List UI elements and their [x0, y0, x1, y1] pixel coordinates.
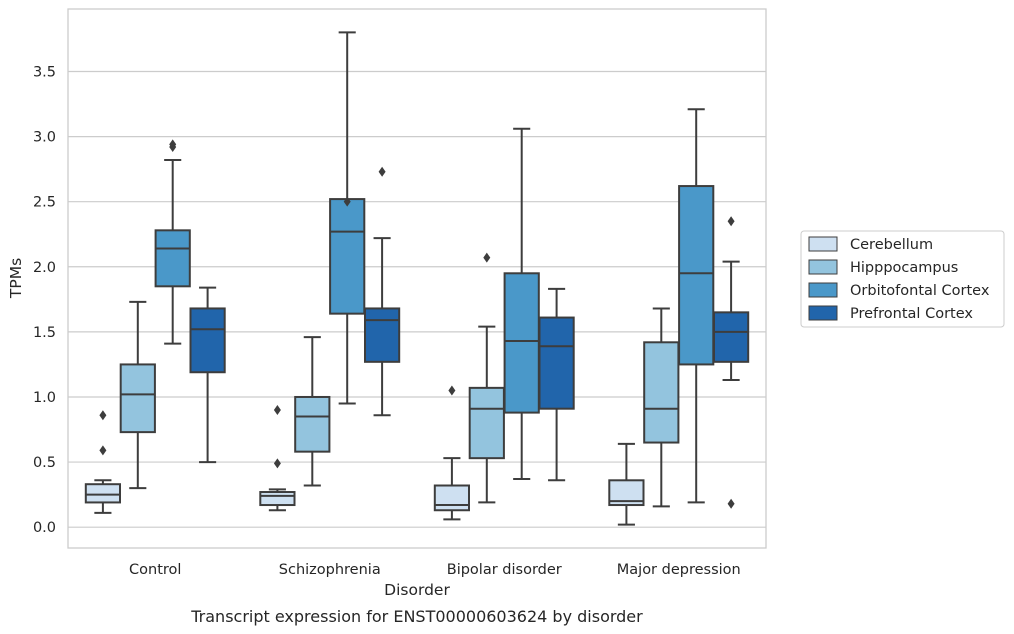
- legend-item: Orbitofontal Cortex: [808, 282, 990, 299]
- legend-label: Prefrontal Cortex: [850, 306, 973, 322]
- y-tick-label: 1.5: [33, 325, 56, 341]
- legend: Cerebellum Hipppocampus Orbitofontal Corte…: [800, 230, 1005, 328]
- box-iqr: [84, 483, 122, 504]
- outlier-point: [727, 498, 735, 509]
- box: [294, 336, 331, 487]
- box: [608, 442, 645, 526]
- legend-item: Cerebellum: [808, 236, 933, 253]
- box-iqr: [678, 185, 715, 366]
- box-iqr: [433, 484, 471, 512]
- box-iqr: [712, 311, 750, 363]
- box-iqr: [294, 395, 331, 453]
- outlier-point: [378, 166, 386, 177]
- y-axis-label: TPMs: [7, 258, 25, 299]
- box-iqr: [189, 307, 226, 374]
- box: [119, 300, 156, 490]
- x-tick-labels: Control Schizophrenia Bipolar disorder Majo…: [129, 562, 741, 578]
- box: [433, 385, 471, 521]
- box: [503, 127, 540, 480]
- y-tick-label: 3.0: [33, 130, 56, 146]
- legend-label: Cerebellum: [850, 237, 933, 253]
- category-group: [259, 31, 401, 512]
- legend-swatch: [808, 282, 838, 298]
- x-tick-label: Bipolar disorder: [447, 562, 562, 578]
- box-iqr: [538, 316, 575, 410]
- outlier-point: [169, 139, 177, 150]
- legend-swatch: [808, 305, 838, 321]
- chart-caption: Transcript expression for ENST0000060362…: [190, 607, 643, 626]
- legend-label: Orbitofontal Cortex: [850, 283, 990, 299]
- box-iqr: [503, 272, 540, 414]
- box: [329, 31, 366, 405]
- outlier-point: [99, 445, 107, 456]
- box: [259, 404, 296, 512]
- x-tick-label: Schizophrenia: [279, 562, 381, 578]
- outlier-point: [448, 385, 456, 396]
- legend-swatch: [808, 236, 838, 252]
- y-tick-label: 2.5: [33, 195, 56, 211]
- plot-frame: [67, 8, 767, 549]
- y-tick-label: 0.5: [33, 455, 56, 471]
- box-iqr: [643, 341, 680, 444]
- box: [154, 139, 191, 345]
- category-group: [433, 127, 575, 521]
- grid-lines: [68, 70, 766, 528]
- box: [84, 410, 122, 514]
- box-iqr: [154, 229, 191, 288]
- box: [363, 166, 401, 417]
- legend-item: Prefrontal Cortex: [808, 305, 973, 322]
- y-tick-label: 2.0: [33, 260, 56, 276]
- outlier-point: [273, 458, 281, 469]
- y-tick-labels: 0.0 0.5 1.0 1.5 2.0 2.5 3.0 3.5: [33, 64, 56, 536]
- category-group: [608, 108, 750, 526]
- legend-frame: [800, 230, 1005, 328]
- box: [678, 108, 715, 504]
- x-tick-label: Major depression: [617, 562, 741, 578]
- y-tick-label: 1.0: [33, 390, 56, 406]
- outlier-point: [273, 404, 281, 415]
- box-iqr: [468, 386, 505, 460]
- box: [712, 216, 750, 509]
- box-iqr: [119, 363, 156, 434]
- y-tick-label: 3.5: [33, 64, 56, 80]
- box: [643, 307, 680, 508]
- legend-item: Hipppocampus: [808, 259, 958, 276]
- outlier-point: [343, 196, 351, 207]
- box-iqr: [363, 307, 401, 363]
- box-groups: [84, 31, 750, 526]
- outlier-point: [727, 216, 735, 227]
- box: [189, 286, 226, 464]
- outlier-point: [483, 252, 491, 263]
- box-iqr: [329, 198, 366, 315]
- y-tick-label: 0.0: [33, 520, 56, 536]
- x-tick-label: Control: [129, 562, 181, 578]
- x-axis-label: Disorder: [384, 581, 450, 599]
- outlier-point: [99, 410, 107, 421]
- legend-swatch: [808, 259, 838, 275]
- box-iqr: [259, 491, 296, 507]
- box: [538, 287, 575, 482]
- category-group: [84, 139, 226, 514]
- box: [468, 252, 505, 504]
- legend-label: Hipppocampus: [850, 260, 958, 276]
